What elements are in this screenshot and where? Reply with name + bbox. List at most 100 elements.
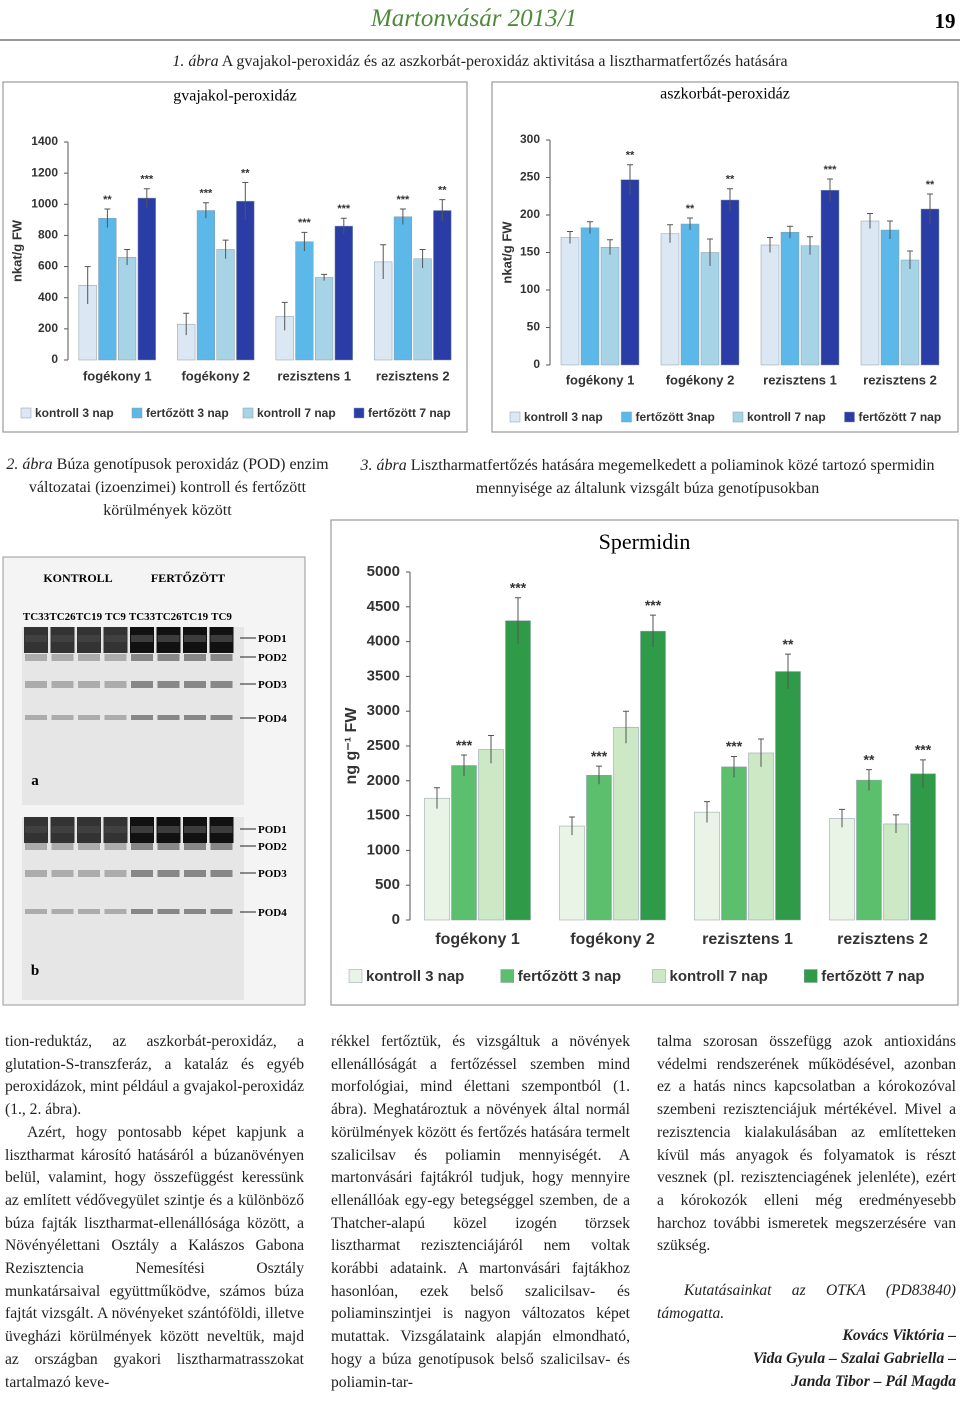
legend-label: kontroll 3 nap (366, 968, 464, 985)
error-bar (667, 224, 673, 243)
gel-well (50, 817, 75, 843)
error-bar (301, 231, 308, 251)
legend-swatch (621, 411, 632, 423)
y-tick-label: 300 (520, 132, 540, 146)
error-bar (607, 239, 613, 255)
bar (98, 218, 117, 361)
legend-label: kontroll 7 nap (670, 968, 768, 985)
bar (413, 258, 432, 361)
gel-band (184, 826, 206, 833)
error-bar (787, 225, 793, 239)
error-bar (380, 244, 387, 280)
gel-band (210, 681, 233, 688)
gel-band (25, 909, 47, 914)
page-number: 19 (935, 9, 956, 33)
bar (910, 773, 936, 921)
bar (334, 225, 353, 361)
gel-band (157, 654, 180, 661)
y-tick-label: 250 (520, 170, 540, 184)
gel-band (78, 909, 100, 914)
paragraph: Azért, hogy pontosabb képet kapjunk a li… (5, 1123, 304, 1391)
significance-label: ** (783, 636, 794, 652)
error-bar (627, 164, 633, 195)
x-tick-label: fogékony 2 (570, 931, 655, 948)
error-bar (587, 221, 593, 234)
paragraph: talma szorosan összefügg azok antioxidán… (657, 1033, 956, 1255)
gel-well (77, 627, 101, 653)
gel-band (131, 681, 153, 688)
gel-band (157, 843, 180, 850)
legend-label: fertőzött 7 nap (859, 410, 942, 424)
gel-group-label: KONTROLL (43, 571, 112, 585)
error-bar (567, 231, 573, 244)
error-bar (650, 614, 656, 648)
band-label: POD3 (258, 679, 287, 691)
bar (660, 233, 680, 366)
error-bar (242, 181, 249, 220)
bar (760, 244, 780, 366)
bar (424, 797, 450, 921)
acknowledgement: Kutatásainkat az OTKA (PD83840) támogatt… (657, 1282, 956, 1322)
panel-label: a (31, 773, 39, 789)
y-tick-label: 50 (527, 320, 541, 334)
gel-band (184, 715, 206, 720)
gel-band (25, 826, 47, 833)
y-tick-label: 800 (38, 228, 58, 242)
band-label: POD2 (258, 652, 287, 664)
error-bar (785, 653, 791, 689)
bar (137, 197, 156, 361)
y-tick-label: 0 (51, 352, 58, 366)
significance-label: *** (824, 164, 838, 176)
bar (560, 237, 580, 366)
gel-band (157, 870, 180, 877)
bar (433, 210, 452, 361)
band-label: POD1 (258, 633, 287, 645)
author-line: Janda Tibor – Pál Magda (791, 1372, 956, 1390)
bar (700, 252, 720, 366)
gel-well (50, 627, 75, 653)
y-tick-label: 150 (520, 245, 540, 259)
text-column: tion-reduktáz, az aszkorbát-peroxidáz, a… (5, 1031, 304, 1394)
journal: Martonvásár 2013/1 (370, 5, 577, 32)
gel-lane-label: TC9 (211, 611, 232, 623)
author-line: Kovács Viktória – (842, 1327, 957, 1345)
text-column: rékkel fertőztük, és vizsgáltuk a növény… (331, 1031, 630, 1394)
error-bar (827, 178, 833, 202)
error-bar (104, 208, 111, 228)
gel-band (210, 654, 233, 661)
y-tick-label: 0 (392, 911, 400, 928)
gel-band (157, 681, 180, 688)
error-bar (439, 199, 446, 222)
error-bar (807, 236, 813, 255)
bar (586, 774, 612, 921)
gel-band (157, 635, 180, 642)
bar (720, 199, 740, 366)
bar (856, 779, 882, 921)
y-tick-label: 5000 (367, 563, 400, 580)
bar (829, 818, 855, 921)
legend-swatch (509, 411, 521, 423)
gel-band (104, 654, 127, 661)
error-bar (731, 755, 737, 778)
error-bar (893, 814, 899, 833)
bar (118, 256, 137, 361)
gel-band (210, 843, 233, 850)
legend-label: fertőzött 3 nap (146, 406, 229, 420)
bar (640, 630, 666, 921)
legend-label: kontroll 7 nap (747, 410, 826, 424)
legend-label: kontroll 3 nap (524, 410, 603, 424)
bar (580, 227, 600, 366)
error-bar (887, 220, 893, 239)
y-tick-label: 1400 (31, 134, 58, 148)
x-tick-label: fogékony 1 (435, 931, 520, 948)
significance-label: *** (456, 737, 473, 753)
error-bar (687, 217, 693, 230)
error-bar (727, 188, 733, 212)
x-tick-label: fogékony 2 (666, 372, 735, 387)
gel-band (104, 909, 127, 914)
y-tick-label: 3000 (367, 702, 400, 719)
gel-band (51, 715, 74, 720)
gel-band (210, 870, 233, 877)
significance-label: *** (591, 748, 608, 764)
